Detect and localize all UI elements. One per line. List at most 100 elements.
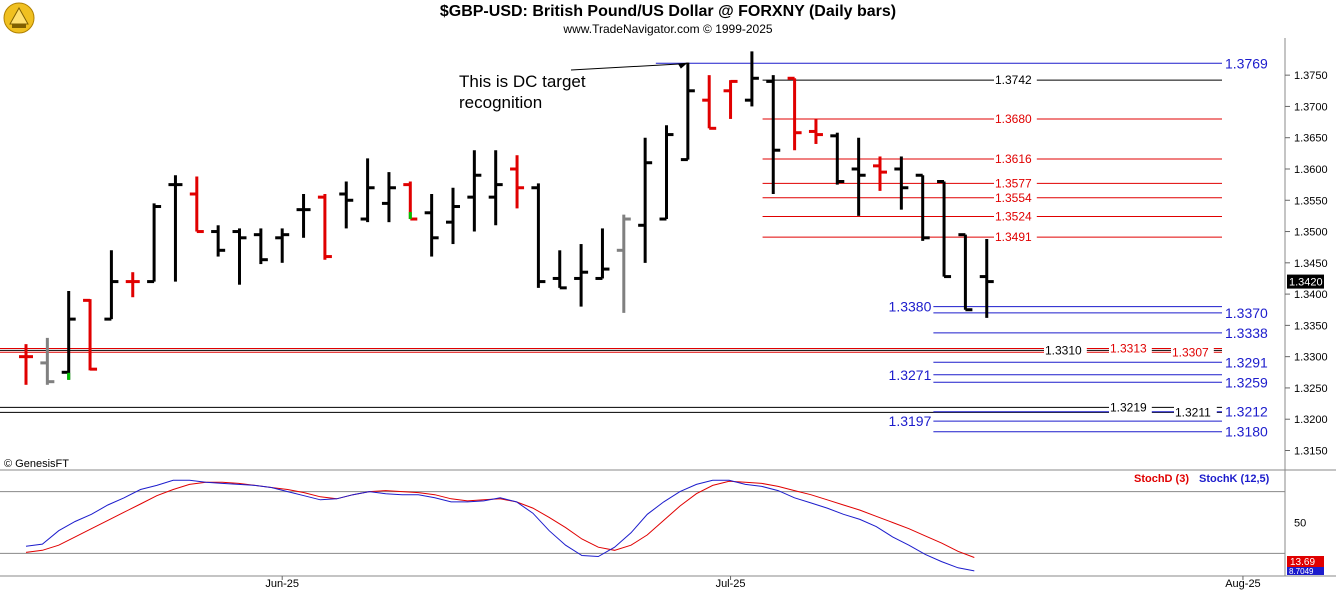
ohlc-bar (104, 250, 119, 321)
ohlc-bar (83, 298, 98, 371)
level-label-1.3180: 1.3180 (1225, 424, 1268, 440)
level-label-bg (994, 152, 1037, 165)
ohlc-bar (467, 150, 482, 232)
level-label-1.3271: 1.3271 (889, 367, 932, 383)
legend-stochk: StochK (12,5) (1199, 473, 1270, 485)
ohlc-bar (937, 179, 952, 279)
ohlc-bar (659, 125, 674, 221)
level-label-bg (994, 231, 1037, 244)
level-label-1.3197: 1.3197 (889, 413, 932, 429)
level-label-1.3211: 1.3211 (1175, 405, 1211, 419)
level-label-1.3680: 1.3680 (995, 112, 1032, 126)
level-label-1.3524: 1.3524 (995, 210, 1032, 224)
level-label-1.3742: 1.3742 (995, 73, 1032, 87)
ohlc-bar (317, 194, 332, 260)
ohlc-bar (830, 132, 845, 185)
ohlc-bar (873, 156, 887, 191)
ohlc-bar (979, 239, 994, 318)
dc-target-annotation: This is DC target recognition (459, 62, 688, 112)
last-price-label: 1.3420 (1289, 277, 1323, 289)
ohlc-bar (680, 62, 695, 162)
ohlc-bar (275, 228, 290, 263)
y-tick-label: 1.3250 (1294, 383, 1328, 395)
ohlc-bar (488, 150, 503, 226)
level-label-1.3212: 1.3212 (1225, 404, 1268, 420)
level-label-bg (994, 112, 1037, 125)
y-tick-label: 1.3200 (1294, 414, 1328, 426)
ohlc-bar (211, 225, 226, 257)
ohlc-bar (296, 194, 311, 238)
y-tick-label: 1.3450 (1294, 258, 1328, 270)
stoch-y-tick-label: 50 (1294, 518, 1306, 530)
stoch-last-k-label: 8.7049 (1289, 567, 1314, 576)
level-label-bg (1174, 406, 1217, 419)
level-label-1.3259: 1.3259 (1225, 374, 1268, 390)
ohlc-bar (723, 79, 738, 119)
ohlc-bar (531, 183, 546, 288)
legend-stochd: StochD (3) (1134, 473, 1189, 485)
level-label-1.3370: 1.3370 (1225, 305, 1268, 321)
ohlc-bar (253, 228, 268, 265)
y-tick-label: 1.3300 (1294, 352, 1328, 364)
y-tick-label: 1.3550 (1294, 195, 1328, 207)
annotation-text: This is DC target (459, 72, 586, 91)
ohlc-bar (147, 203, 162, 284)
y-tick-label: 1.3600 (1294, 164, 1328, 176)
ohlc-bar (168, 175, 183, 282)
level-label-1.3491: 1.3491 (995, 230, 1032, 244)
ohlc-bar (510, 155, 525, 209)
ohlc-bar (403, 181, 418, 221)
ohlc-bar (616, 214, 631, 313)
ohlc-bar (424, 194, 439, 257)
annotation-arrowhead (677, 62, 688, 69)
ohlc-bar (339, 181, 354, 229)
level-label-bg (994, 177, 1037, 190)
ohlc-bar (851, 137, 866, 216)
copyright-label: © GenesisFT (4, 458, 69, 470)
x-tick-label: Jun-25 (265, 578, 299, 590)
ohlc-bar (894, 156, 909, 210)
y-tick-label: 1.3350 (1294, 320, 1328, 332)
trade-navigator-logo-icon (3, 2, 35, 34)
level-label-1.3554: 1.3554 (995, 191, 1032, 205)
chart-title: $GBP-USD: British Pound/US Dollar @ FORX… (439, 3, 897, 20)
stoch-series-line (25, 480, 975, 558)
stoch-series-line (25, 479, 975, 572)
level-label-bg (1109, 342, 1152, 355)
level-label-bg (1171, 346, 1214, 359)
ohlc-bar (958, 233, 973, 312)
ohlc-bar (638, 137, 653, 263)
ohlc-bar (574, 244, 589, 307)
level-label-1.3616: 1.3616 (995, 152, 1032, 166)
level-label-1.3380: 1.3380 (889, 299, 932, 315)
level-label-1.3769: 1.3769 (1225, 55, 1268, 71)
stoch-last-d-label: 13.69 (1290, 557, 1315, 568)
ohlc-bar (381, 172, 396, 223)
y-tick-label: 1.3500 (1294, 227, 1328, 239)
ohlc-bar (808, 118, 823, 144)
ohlc-bar (787, 76, 802, 151)
ohlc-bar (744, 51, 759, 107)
level-label-1.3310: 1.3310 (1045, 343, 1082, 357)
y-tick-label: 1.3750 (1294, 70, 1328, 82)
chart-subtitle: www.TradeNavigator.com © 1999-2025 (563, 22, 773, 36)
ohlc-bar (446, 187, 460, 245)
level-label-1.3313: 1.3313 (1110, 342, 1147, 356)
level-label-bg (994, 210, 1037, 223)
chart-header: $GBP-USD: British Pound/US Dollar @ FORX… (0, 0, 1336, 38)
ohlc-bar (61, 290, 76, 380)
y-tick-label: 1.3650 (1294, 133, 1328, 145)
y-tick-label: 1.3150 (1294, 445, 1328, 457)
ohlc-bar (19, 344, 33, 385)
ohlc-bar (189, 176, 204, 234)
level-label-1.3577: 1.3577 (995, 176, 1032, 190)
ohlc-bar (595, 228, 610, 280)
y-tick-label: 1.3400 (1294, 289, 1328, 301)
annotation-text: recognition (459, 93, 542, 112)
level-label-bg (994, 191, 1037, 204)
level-label-1.3291: 1.3291 (1225, 354, 1268, 370)
level-label-1.3307: 1.3307 (1172, 345, 1209, 359)
level-label-1.3338: 1.3338 (1225, 325, 1268, 341)
last-price-box (1287, 274, 1324, 289)
y-tick-label: 1.3700 (1294, 101, 1328, 113)
